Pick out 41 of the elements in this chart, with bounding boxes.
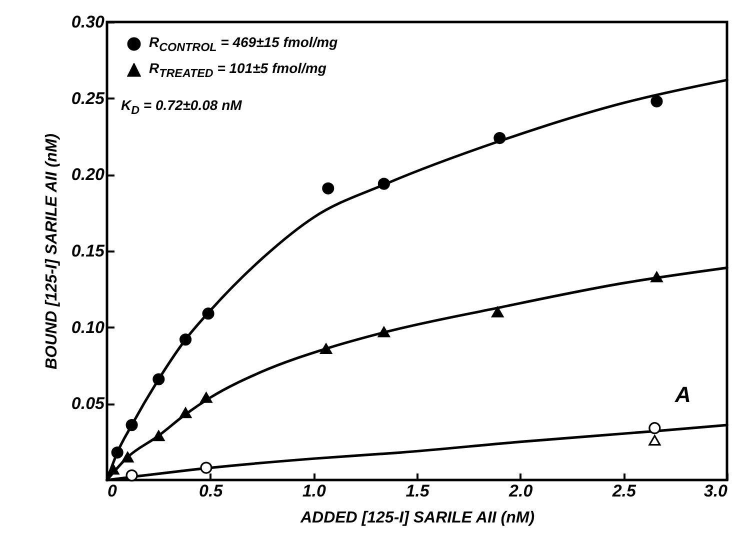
annotation: K$_{D}$ = 0.72±0.08 nM bbox=[121, 97, 242, 117]
point bbox=[378, 178, 390, 190]
point bbox=[152, 430, 165, 442]
point bbox=[320, 343, 332, 354]
x-tick-label: 1.0 bbox=[302, 482, 327, 500]
point bbox=[648, 422, 661, 434]
y-tick-label: 0.05 bbox=[71, 394, 106, 414]
point bbox=[200, 392, 212, 403]
x-axis-title: ADDED [125-I] SARILE AII (nM) bbox=[299, 510, 535, 526]
y-tick-label: 0.15 bbox=[71, 242, 106, 260]
point bbox=[492, 306, 504, 318]
x-tick-label: 3.0 bbox=[704, 482, 728, 500]
point bbox=[126, 419, 138, 432]
point bbox=[322, 182, 334, 194]
y-axis-title: BOUND [125-I] SARILE AII (nM) bbox=[43, 134, 60, 370]
point bbox=[122, 452, 134, 462]
point bbox=[202, 308, 214, 320]
point bbox=[650, 272, 663, 282]
x-tick-label: 0.5 bbox=[199, 482, 224, 500]
point bbox=[126, 469, 138, 482]
legend-label: R$_{TREATED}$ = 101±5 fmol/mg bbox=[149, 60, 326, 80]
point bbox=[111, 446, 124, 459]
point bbox=[179, 334, 192, 346]
x-tick-label: 2.5 bbox=[611, 482, 637, 500]
point bbox=[378, 326, 390, 338]
x-tick-label: 0 bbox=[108, 482, 118, 500]
y-tick-label: 0.10 bbox=[71, 318, 106, 337]
y-tick-label: 0.30 bbox=[71, 12, 106, 32]
point bbox=[650, 95, 663, 108]
point bbox=[494, 132, 506, 144]
point bbox=[152, 373, 165, 386]
x-tick-label: 2.0 bbox=[508, 482, 534, 500]
y-tick-label: 0.20 bbox=[71, 165, 106, 184]
x-tick-label: 1.5 bbox=[406, 482, 430, 500]
point bbox=[179, 407, 192, 418]
point bbox=[200, 462, 212, 474]
legend-label: R$_{CONTROL}$ = 469±15 fmol/mg bbox=[149, 34, 338, 54]
annotation: A bbox=[675, 382, 691, 408]
y-tick-label: 0.25 bbox=[71, 88, 106, 108]
point bbox=[107, 464, 120, 475]
point bbox=[648, 434, 661, 446]
